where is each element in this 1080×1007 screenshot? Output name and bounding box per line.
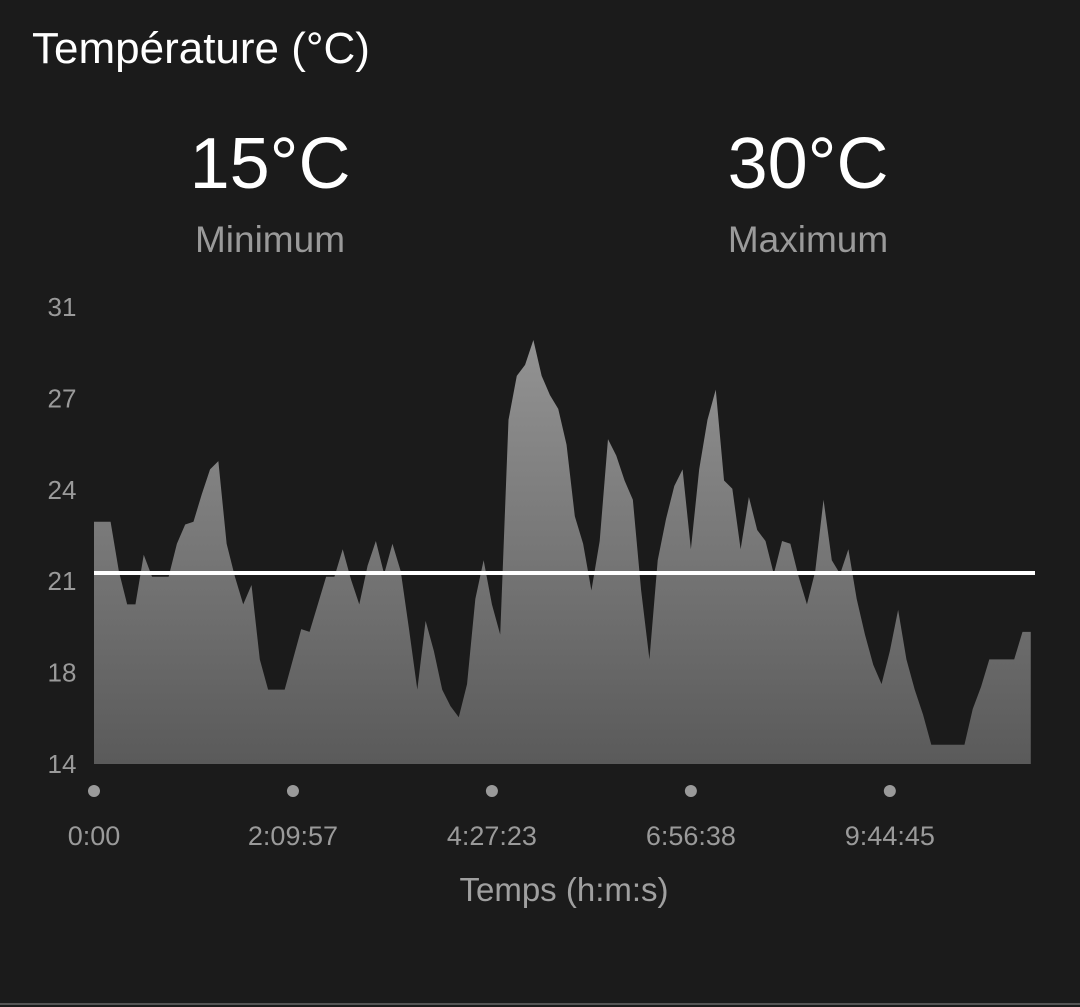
y-tick-label: 21 xyxy=(48,566,77,596)
stat-value: 30°C xyxy=(728,124,889,204)
x-tick-label: 4:27:23 xyxy=(447,821,537,851)
y-tick-label: 18 xyxy=(48,658,77,688)
y-tick-label: 31 xyxy=(48,292,77,322)
x-tick-dot xyxy=(286,785,299,797)
x-tick-label: 0:00 xyxy=(68,821,121,851)
x-tick-label: 9:44:45 xyxy=(845,821,935,851)
x-tick-dot xyxy=(684,785,697,797)
x-tick-label: 2:09:57 xyxy=(248,821,338,851)
y-tick-label: 14 xyxy=(48,749,77,779)
stat-label: Minimum xyxy=(195,219,345,260)
stat-label: Maximum xyxy=(728,219,888,260)
title: Température (°C) xyxy=(32,24,370,73)
area xyxy=(94,340,1031,764)
x-axis-label: Temps (h:m:s) xyxy=(459,871,668,908)
x-tick-dot xyxy=(883,785,896,797)
y-tick-label: 24 xyxy=(48,475,77,505)
y-tick-label: 27 xyxy=(48,383,77,413)
x-tick-label: 6:56:38 xyxy=(646,821,736,851)
x-tick-dot xyxy=(485,785,498,797)
x-tick-dot xyxy=(88,785,100,797)
stat-value: 15°C xyxy=(190,124,351,204)
